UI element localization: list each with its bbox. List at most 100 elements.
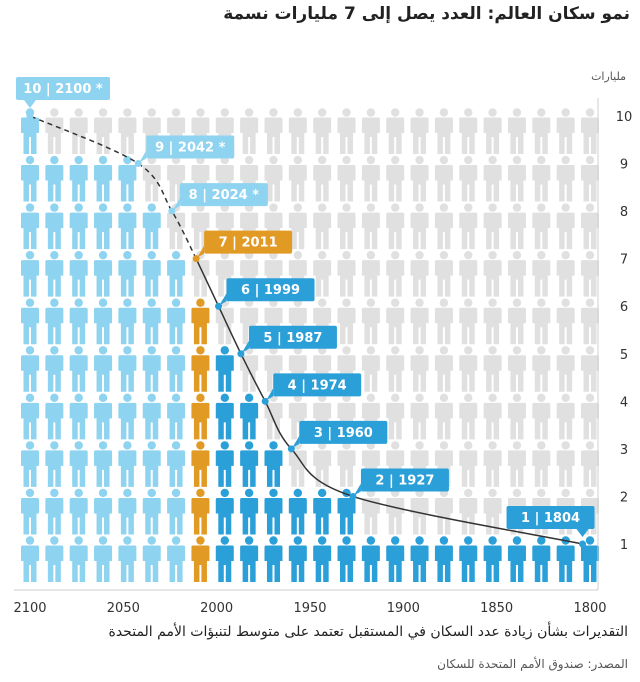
person-icon (581, 108, 599, 154)
person-icon (118, 346, 137, 392)
person-icon (459, 346, 478, 392)
person-icon (337, 441, 356, 487)
person-icon (410, 298, 429, 345)
milestone-label: 4 | 1974 (288, 378, 347, 393)
person-icon (337, 203, 356, 250)
y-tick-label: 6 (620, 300, 628, 315)
person-icon (264, 441, 283, 487)
person-icon (483, 441, 502, 487)
person-icon (434, 346, 453, 392)
person-icon (459, 298, 478, 345)
y-axis-unit-label: مليارات (591, 70, 626, 83)
person-icon (556, 250, 575, 297)
milestone-tag: 8 | 2024 * (172, 183, 268, 211)
person-icon (386, 298, 405, 345)
person-icon (483, 536, 502, 582)
y-tick-label: 7 (620, 253, 628, 268)
y-tick-label: 4 (620, 395, 628, 410)
milestone-tag: 10 | 2100 * (16, 77, 110, 108)
person-icon (191, 536, 210, 582)
milestone-label: 8 | 2024 * (189, 188, 260, 203)
person-icon (118, 250, 137, 297)
x-tick-label: 2100 (13, 601, 46, 616)
person-icon (313, 441, 332, 487)
person-icon (337, 250, 356, 297)
person-icon (21, 203, 39, 250)
x-tick-label: 1900 (387, 601, 420, 616)
person-icon (288, 536, 307, 582)
person-icon (361, 203, 380, 250)
person-icon (532, 298, 551, 345)
person-icon (191, 346, 210, 392)
person-icon (69, 203, 88, 250)
projected-population-line (29, 115, 197, 260)
milestone-point (579, 540, 587, 548)
person-icon (45, 393, 64, 440)
person-icon (313, 536, 332, 582)
person-icon (337, 155, 356, 202)
milestone-tag-pointer (197, 245, 205, 258)
person-icon (240, 536, 259, 582)
person-icon (507, 155, 526, 202)
milestone-tag-pointer (219, 293, 227, 306)
person-icon (581, 250, 599, 297)
source-note: المصدر: صندوق الأمم المتحدة للسكان (437, 657, 628, 671)
person-icon (94, 393, 113, 440)
person-icon (215, 536, 234, 582)
person-icon (581, 298, 599, 345)
milestone-tag-pointer (292, 435, 300, 448)
person-icon (191, 298, 210, 345)
milestone-tag-box (16, 77, 110, 100)
milestone-tag-box (299, 420, 388, 444)
person-icon (215, 393, 234, 440)
person-icon (313, 203, 332, 250)
person-icon (434, 393, 453, 440)
x-tick-label: 2000 (200, 601, 233, 616)
person-icon (459, 203, 478, 250)
milestone-tag-box (179, 183, 268, 207)
person-icon (532, 155, 551, 202)
person-icon (386, 155, 405, 202)
person-icon (361, 108, 380, 154)
person-icon (118, 393, 137, 440)
person-icon (94, 298, 113, 345)
person-icon (142, 393, 161, 440)
person-icon (45, 250, 64, 297)
y-tick-label: 8 (620, 205, 628, 220)
person-icon (240, 441, 259, 487)
person-icon (556, 298, 575, 345)
person-icon (215, 441, 234, 487)
person-icon (191, 441, 210, 487)
milestone-tag: 6 | 1999 (219, 278, 315, 306)
person-icon (288, 108, 307, 154)
person-icon (94, 346, 113, 392)
person-icon (142, 203, 161, 250)
person-icon (69, 298, 88, 345)
milestone-tag-box (360, 468, 449, 492)
x-tick-label: 2050 (107, 601, 140, 616)
person-icon (459, 441, 478, 487)
person-icon (507, 108, 526, 154)
person-icon (532, 393, 551, 440)
person-icon (69, 250, 88, 297)
person-icon (361, 155, 380, 202)
person-icon (556, 203, 575, 250)
person-icon (142, 488, 161, 535)
person-icon (167, 488, 186, 535)
person-icon (167, 250, 186, 297)
x-tick-label: 1850 (480, 601, 513, 616)
person-icon (386, 108, 405, 154)
person-icon (556, 536, 575, 582)
person-icon (337, 108, 356, 154)
person-icon (45, 108, 64, 154)
person-icon (69, 393, 88, 440)
person-icon (45, 536, 64, 582)
person-icon (142, 155, 161, 202)
milestone-tag: 2 | 1927 (353, 468, 449, 496)
milestone-label: 2 | 1927 (375, 473, 434, 488)
person-icon (337, 536, 356, 582)
person-icon (581, 203, 599, 250)
person-icon (410, 155, 429, 202)
person-icon (459, 108, 478, 154)
person-icon (361, 488, 380, 535)
